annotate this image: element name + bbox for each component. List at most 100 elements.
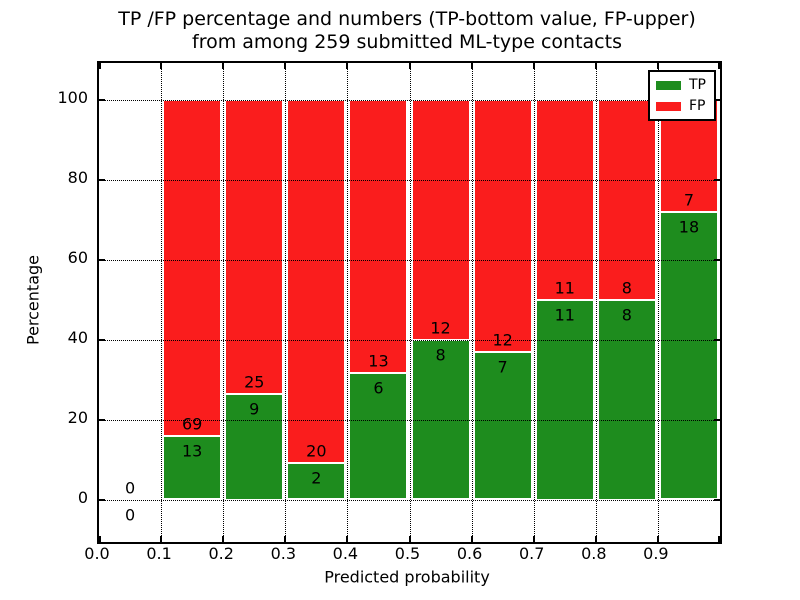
x-tick-label: 0.8 [581, 544, 607, 563]
y-tick-mark [99, 498, 105, 501]
bar-segment-fp [225, 100, 284, 394]
bar-segment-fp [163, 100, 222, 437]
vertical-gridline [471, 63, 473, 542]
x-tick-label: 0.1 [146, 544, 172, 563]
x-tick-mark [160, 536, 163, 542]
x-tick-mark [346, 536, 349, 542]
bar-segment-fp [535, 100, 594, 300]
gridlines-layer [99, 63, 720, 542]
bar-segment-fp [411, 100, 470, 340]
bar-label-tp: 2 [311, 468, 322, 488]
bar-label-fp: 7 [683, 190, 695, 210]
y-tick-mark-right [714, 498, 720, 501]
x-tick-label: 0.5 [394, 544, 421, 563]
x-tick-label: 0.7 [518, 544, 545, 563]
bar-label-fp: 11 [554, 278, 575, 298]
bar-label-tp: 0 [124, 505, 136, 524]
bar-label-fp: 8 [621, 278, 632, 298]
x-tick-mark-top [408, 63, 411, 69]
legend-entry-tp: TP [656, 77, 706, 93]
x-tick-mark [408, 536, 411, 542]
x-tick-mark-top [284, 63, 287, 69]
y-tick-mark-right [714, 338, 720, 341]
vertical-gridline [223, 63, 225, 542]
bar-segment-fp [473, 100, 532, 353]
x-tick-mark [656, 536, 659, 542]
vertical-gridline [409, 63, 411, 542]
bar-segment-tp [225, 393, 284, 500]
vertical-gridline [595, 63, 597, 542]
x-tick-mark-top [594, 63, 597, 69]
y-tick-mark-right [714, 178, 720, 181]
bar-labels-layer: 0 0 69 13 25 9 20 2 13 6 12 8 12 7 11 11 8 8 7 18 [99, 63, 720, 542]
bar-label-tp: 11 [554, 305, 575, 325]
bar-label-tp: 18 [678, 217, 700, 237]
x-tick-label: 0.2 [208, 544, 234, 563]
x-tick-label: 0.0 [84, 544, 110, 563]
x-tick-label: 0.3 [270, 544, 297, 563]
tick-marks-layer [99, 63, 720, 542]
vertical-gridline [533, 63, 535, 542]
x-tick-label: 0.9 [643, 544, 669, 563]
x-tick-mark-top [718, 63, 720, 69]
bar-label-fp: 25 [244, 372, 265, 392]
plot-area: 0 0 69 13 25 9 20 2 13 6 12 8 12 7 11 11 8 8 7 18 TP FP [97, 61, 722, 544]
x-tick-mark [594, 536, 597, 542]
bar-label-tp: 8 [621, 305, 632, 325]
x-tick-label: 0.6 [456, 544, 483, 563]
y-tick-label: 60 [67, 247, 88, 267]
vertical-gridline [285, 63, 287, 542]
vertical-gridline [161, 63, 163, 542]
y-tick-mark [99, 178, 105, 181]
vertical-gridline [657, 63, 659, 542]
y-tick-mark-right [714, 258, 720, 261]
x-tick-mark-top [99, 63, 101, 69]
legend-swatch-fp-icon [656, 101, 681, 111]
y-tick-mark [99, 258, 105, 261]
bar-segment-fp [287, 100, 346, 464]
y-tick-mark-right [714, 99, 720, 101]
legend-entry-fp: FP [656, 98, 706, 114]
bar-label-fp: 20 [306, 441, 327, 461]
y-tick-label: 80 [67, 167, 88, 187]
y-tick-label: 40 [67, 327, 88, 347]
bar-label-tp: 7 [497, 357, 508, 377]
bar-label-tp: 8 [435, 345, 446, 365]
y-tick-label: 20 [67, 407, 88, 427]
x-tick-mark-top [160, 63, 163, 69]
x-tick-mark [718, 536, 720, 542]
x-tick-mark [284, 536, 287, 542]
x-tick-mark-top [222, 63, 225, 69]
chart-title-line1: TP /FP percentage and numbers (TP-bottom… [118, 8, 696, 30]
x-tick-label: 0.4 [332, 544, 359, 563]
chart-title-line2: from among 259 submitted ML-type contact… [192, 31, 622, 53]
bar-segment-tp [535, 299, 594, 500]
bar-segment-tp [287, 463, 346, 500]
bar-label-fp: 12 [430, 318, 451, 338]
bar-label-tp: 9 [249, 399, 260, 419]
bar-label-fp: 12 [492, 330, 513, 350]
y-tick-mark [99, 338, 105, 341]
y-tick-mark-right [714, 418, 720, 421]
bars-layer [99, 63, 720, 542]
legend: TP FP [648, 70, 716, 121]
x-tick-mark-top [532, 63, 535, 69]
vertical-gridline [347, 63, 349, 542]
bar-label-tp: 6 [373, 378, 384, 398]
bar-label-fp: 69 [181, 414, 203, 434]
bar-label-fp: 0 [124, 478, 136, 497]
x-tick-mark-top [656, 63, 659, 69]
bar-label-fp: 13 [368, 351, 389, 371]
y-tick-label: 0 [77, 487, 88, 507]
x-tick-mark-top [470, 63, 473, 69]
x-tick-mark [470, 536, 473, 542]
x-tick-mark [532, 536, 535, 542]
legend-swatch-tp-icon [656, 80, 681, 90]
x-tick-mark [222, 536, 225, 542]
bar-segment-fp [349, 100, 408, 374]
bar-segment-tp [349, 373, 408, 500]
x-axis-label: Predicted probability [324, 567, 490, 587]
bar-segment-tp [163, 436, 222, 500]
y-axis-label: Percentage [23, 254, 43, 346]
